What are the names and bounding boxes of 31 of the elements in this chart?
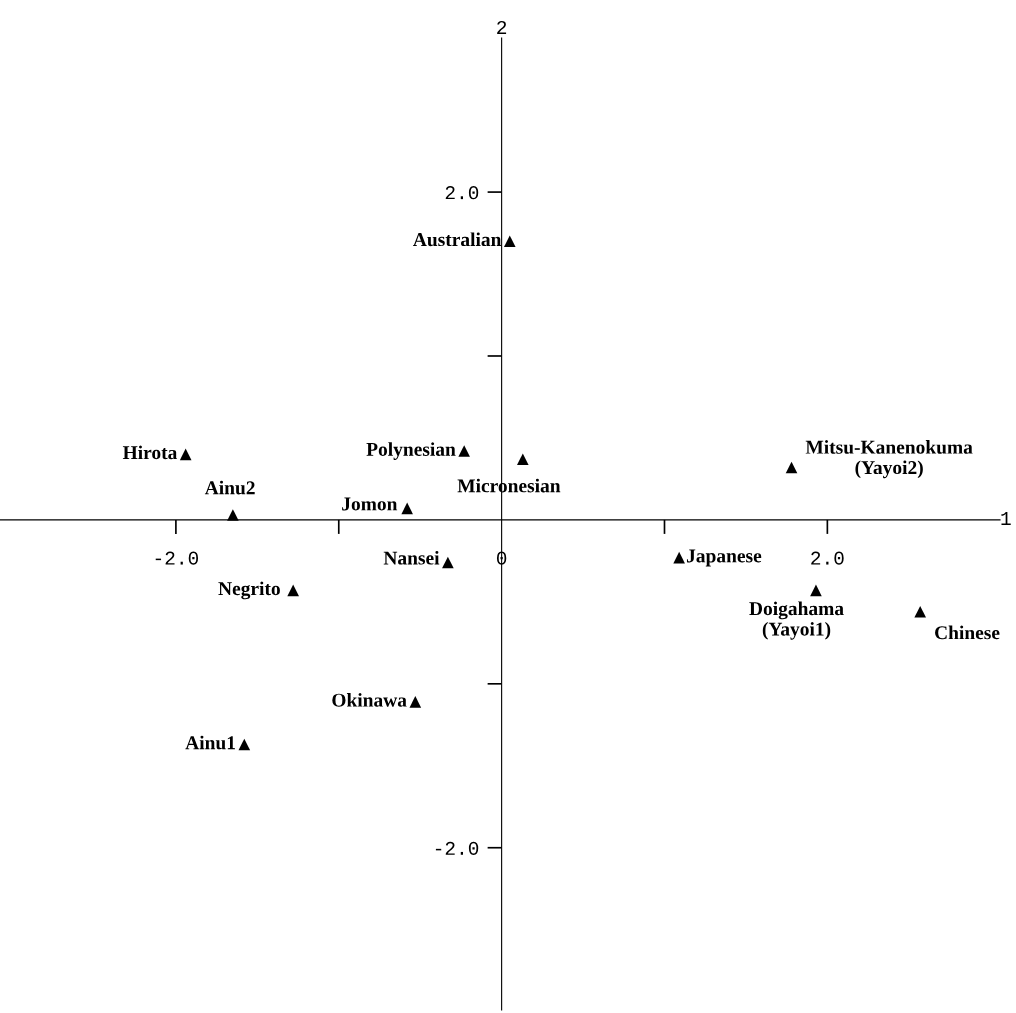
- point: [238, 738, 251, 751]
- series-label: Chinese: [935, 625, 1000, 640]
- x-axis-title: 1: [1001, 512, 1011, 525]
- point: [287, 584, 299, 597]
- point: [401, 502, 413, 515]
- series-label: Hirota: [122, 445, 178, 460]
- series-label: Ainu1: [185, 735, 235, 750]
- point: [503, 235, 516, 248]
- series-label: Australian: [413, 232, 502, 247]
- point: [179, 448, 192, 461]
- y-axis-title: 2: [497, 20, 507, 34]
- point: [458, 445, 470, 457]
- series-label: Japanese: [686, 549, 762, 567]
- x-tick-label: -2.0: [155, 551, 199, 565]
- point: [227, 509, 239, 521]
- series-label: Ainu2: [204, 480, 255, 495]
- series-label: Negrito: [218, 581, 280, 600]
- point: [673, 551, 685, 564]
- series-label: Mitsu-Kanenokuma (Yayoi2): [805, 440, 973, 479]
- series-label: Nansei: [383, 550, 440, 565]
- point: [516, 453, 529, 466]
- x-tick-label: 2.0: [811, 551, 844, 565]
- series-label: Polynesian: [366, 442, 456, 460]
- point: [810, 584, 822, 597]
- series-label: Jomon: [342, 497, 398, 511]
- point: [409, 696, 422, 708]
- point: [442, 556, 454, 569]
- series-label: Doigahama (Yayoi1): [749, 601, 844, 640]
- point: [914, 605, 927, 618]
- series-label: Okinawa: [332, 693, 407, 707]
- point: [785, 461, 798, 474]
